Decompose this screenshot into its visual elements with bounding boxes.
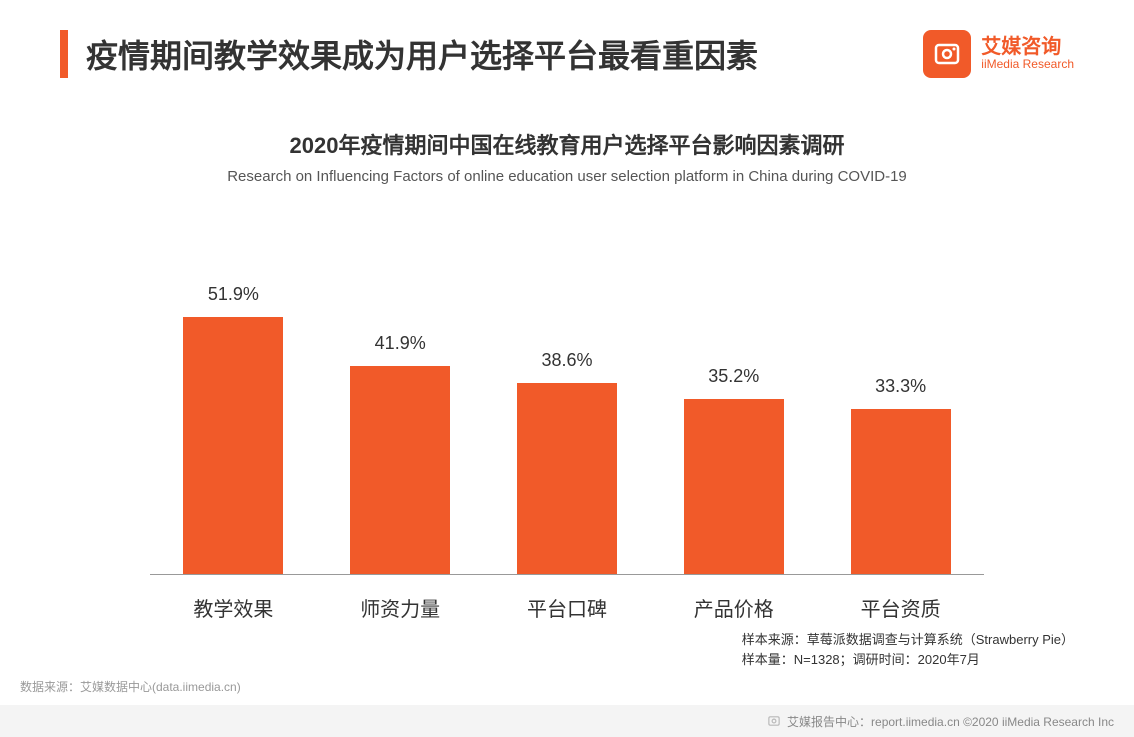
bar-group: 38.6%: [484, 350, 651, 574]
x-label: 教学效果: [150, 593, 317, 622]
bar-group: 41.9%: [317, 333, 484, 574]
footer-sample-info: 样本来源：草莓派数据调查与计算系统（Strawberry Pie） 样本量：N=…: [742, 630, 1074, 669]
footer-bar: 艾媒报告中心：report.iimedia.cn ©2020 iiMedia R…: [0, 705, 1134, 737]
bar: [350, 366, 450, 574]
header: 疫情期间教学效果成为用户选择平台最看重因素 艾媒咨询 iiMedia Resea…: [0, 0, 1134, 78]
bar-value-label: 35.2%: [708, 366, 759, 387]
title-block: 疫情期间教学效果成为用户选择平台最看重因素: [60, 30, 758, 78]
sample-source: 样本来源：草莓派数据调查与计算系统（Strawberry Pie）: [742, 630, 1074, 650]
brand-cn: 艾媒咨询: [981, 36, 1074, 58]
accent-bar: [60, 30, 68, 78]
bar-value-label: 38.6%: [541, 350, 592, 371]
logo-icon: [923, 30, 971, 78]
bar-group: 51.9%: [150, 284, 317, 574]
x-label: 产品价格: [650, 593, 817, 622]
logo-area: 艾媒咨询 iiMedia Research: [923, 30, 1074, 78]
subtitle-block: 2020年疫情期间中国在线教育用户选择平台影响因素调研 Research on …: [0, 128, 1134, 185]
x-label: 平台资质: [817, 593, 984, 622]
bar-value-label: 41.9%: [375, 333, 426, 354]
bar-value-label: 33.3%: [875, 376, 926, 397]
bar-chart: 51.9% 41.9% 38.6% 35.2% 33.3%: [150, 225, 984, 575]
footer-data-source: 数据来源：艾媒数据中心(data.iimedia.cn): [20, 678, 241, 695]
bar: [517, 383, 617, 574]
bar: [851, 409, 951, 574]
x-label: 师资力量: [317, 593, 484, 622]
bar-group: 35.2%: [650, 366, 817, 574]
brand-en: iiMedia Research: [981, 58, 1074, 71]
sample-size: 样本量：N=1328；调研时间：2020年7月: [742, 650, 1074, 670]
bar: [183, 317, 283, 574]
bar: [684, 399, 784, 574]
x-axis-labels: 教学效果师资力量平台口碑产品价格平台资质: [150, 593, 984, 622]
bar-value-label: 51.9%: [208, 284, 259, 305]
main-title: 疫情期间教学效果成为用户选择平台最看重因素: [86, 31, 758, 77]
subtitle-en: Research on Influencing Factors of onlin…: [0, 168, 1134, 185]
logo-text: 艾媒咨询 iiMedia Research: [981, 36, 1074, 71]
bar-group: 33.3%: [817, 376, 984, 574]
subtitle-cn: 2020年疫情期间中国在线教育用户选择平台影响因素调研: [0, 128, 1134, 160]
x-label: 平台口碑: [484, 593, 651, 622]
footer-report-center: 艾媒报告中心：report.iimedia.cn ©2020 iiMedia R…: [787, 713, 1114, 730]
